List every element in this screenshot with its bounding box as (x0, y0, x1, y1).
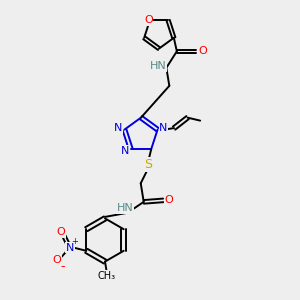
Text: HN: HN (117, 203, 134, 213)
Text: -: - (60, 260, 65, 273)
Text: +: + (71, 237, 78, 246)
Text: O: O (198, 46, 207, 56)
Text: HN: HN (150, 61, 166, 71)
Text: O: O (56, 227, 65, 237)
Text: O: O (53, 255, 62, 266)
Text: N: N (114, 123, 123, 133)
Text: O: O (144, 15, 153, 26)
Text: N: N (159, 123, 168, 133)
Text: N: N (121, 146, 129, 156)
Text: CH₃: CH₃ (98, 271, 116, 281)
Text: O: O (165, 195, 174, 206)
Text: S: S (144, 158, 152, 171)
Text: N: N (66, 243, 74, 253)
